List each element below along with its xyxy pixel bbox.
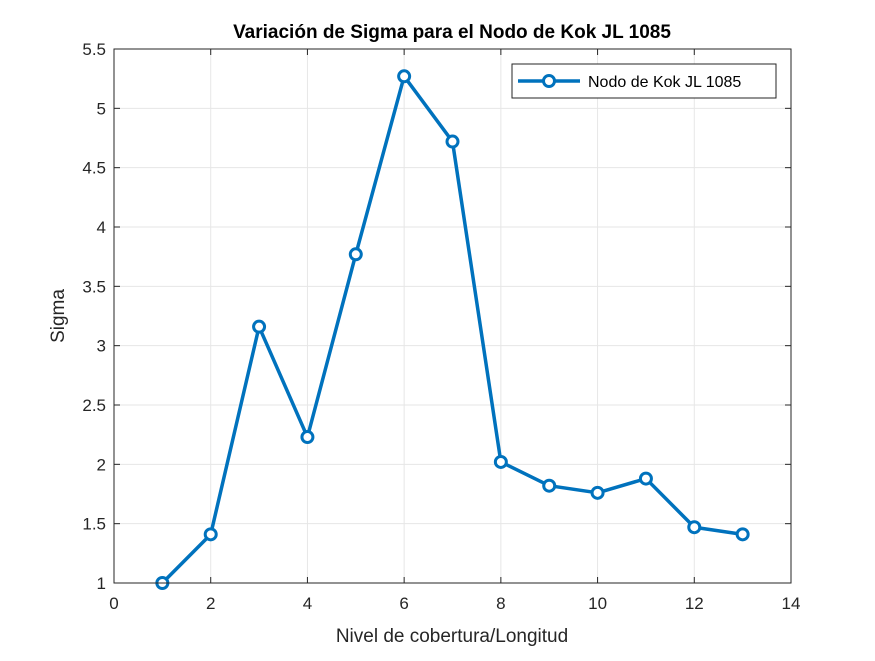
data-point xyxy=(735,527,750,542)
data-point xyxy=(203,527,218,542)
data-point xyxy=(590,485,605,500)
y-tick-label: 4.5 xyxy=(82,159,106,178)
plot-border xyxy=(113,48,792,584)
y-axis-label: Sigma xyxy=(48,289,69,343)
y-tick-label: 2 xyxy=(97,455,106,474)
x-tick-label: 10 xyxy=(588,594,607,613)
y-tick-label: 4 xyxy=(97,218,106,237)
data-point xyxy=(638,471,653,486)
data-point xyxy=(348,247,363,262)
series-layer xyxy=(155,69,750,590)
axis-ticks: 0 2 4 6 8 10 12 14 1 1.5 2 2.5 3 3.5 4 4.5 5 5.5 xyxy=(82,40,800,613)
x-tick-label: 4 xyxy=(303,594,312,613)
data-point xyxy=(445,134,460,149)
legend-entry-label: Nodo de Kok JL 1085 xyxy=(588,74,741,91)
data-point xyxy=(542,478,557,493)
data-point xyxy=(300,430,315,445)
y-tick-label: 5 xyxy=(97,99,106,118)
x-tick-label: 8 xyxy=(496,594,505,613)
y-tick-label: 3 xyxy=(97,337,106,356)
x-tick-label: 0 xyxy=(109,594,118,613)
data-point xyxy=(493,454,508,469)
y-tick-label: 3.5 xyxy=(82,277,106,296)
plot-background xyxy=(114,49,791,583)
x-tick-label: 12 xyxy=(685,594,704,613)
legend: Nodo de Kok JL 1085 xyxy=(511,63,777,99)
x-tick-label: 14 xyxy=(782,594,801,613)
data-point xyxy=(687,520,702,535)
chart-title: Variación de Sigma para el Nodo de Kok J… xyxy=(233,22,671,43)
x-tick-label: 2 xyxy=(206,594,215,613)
y-tick-label: 5.5 xyxy=(82,40,106,59)
legend-marker-sample xyxy=(542,74,556,88)
x-axis-label: Nivel de cobertura/Longitud xyxy=(336,626,568,647)
y-tick-label: 1.5 xyxy=(82,515,106,534)
data-point xyxy=(397,69,412,84)
x-tick-label: 6 xyxy=(399,594,408,613)
data-point xyxy=(252,319,267,334)
y-tick-label: 2.5 xyxy=(82,396,106,415)
y-tick-label: 1 xyxy=(97,574,106,593)
